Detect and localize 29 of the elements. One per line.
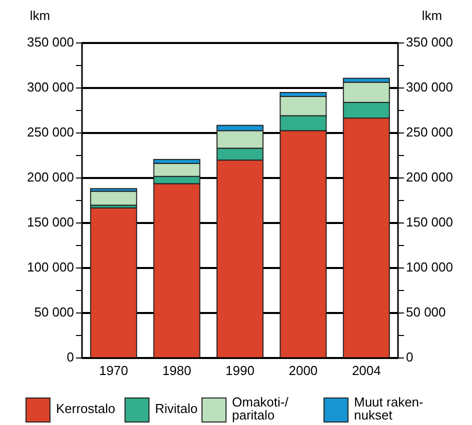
y2-tick-label: 100 000: [406, 259, 453, 274]
x-tick-label: 1980: [162, 363, 192, 378]
y2-tick-label: 0: [406, 349, 414, 364]
bar: [90, 190, 138, 206]
y-axis-title: lkm: [30, 8, 50, 23]
y-tick-label: 200 000: [27, 169, 74, 184]
y-tick-label: 50 000: [34, 304, 74, 320]
y2-tick-label: 300 000: [406, 79, 453, 94]
y-tick-label: 100 000: [27, 259, 74, 274]
y2-tick-label: 350 000: [406, 34, 453, 50]
y2-tick-label: 50 000: [406, 304, 446, 320]
x-tick-label: 2000: [288, 363, 318, 378]
y2-tick-label: 150 000: [406, 214, 453, 230]
bar: [90, 207, 138, 358]
y-tick-label: 350 000: [27, 34, 74, 50]
y-tick-label: 0: [66, 349, 74, 364]
x-tick-label: 2004: [352, 363, 381, 378]
legend-label: Kerrostalo: [56, 401, 116, 416]
y-tick-label: 150 000: [27, 214, 74, 230]
y-tick-label: 300 000: [27, 79, 74, 94]
legend-label: Muut raken- nukset: [354, 394, 424, 423]
x-tick-label: 1990: [226, 363, 254, 378]
x-tick-label: 1970: [99, 363, 128, 378]
y2-axis-title: lkm: [422, 8, 442, 23]
legend-label: Omakoti-/ paritalo: [232, 394, 289, 423]
y2-tick-label: 200 000: [406, 169, 453, 184]
y2-tick-label: 250 000: [406, 124, 453, 140]
legend-label: Rivitalo: [155, 401, 198, 416]
y-tick-label: 250 000: [27, 124, 74, 140]
